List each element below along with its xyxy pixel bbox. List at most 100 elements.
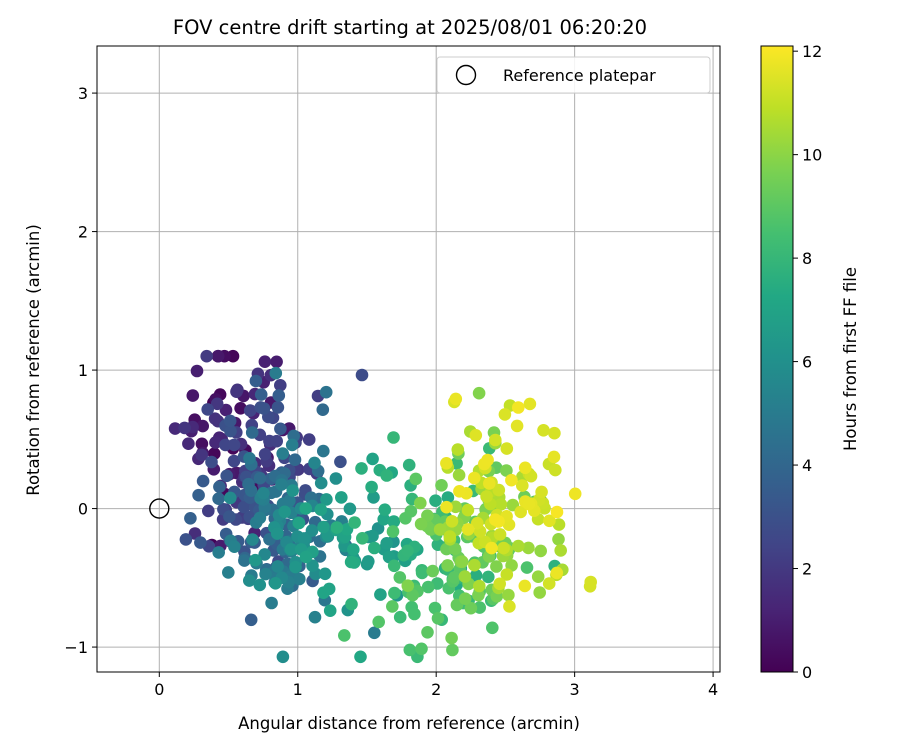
scatter-point xyxy=(415,566,429,580)
scatter-point xyxy=(468,558,481,572)
scatter-point xyxy=(211,349,225,363)
scatter-point xyxy=(393,610,407,624)
scatter-point xyxy=(548,426,561,440)
scatter-point xyxy=(549,463,562,477)
scatter-point xyxy=(362,555,375,568)
scatter-point xyxy=(426,564,440,578)
scatter-point xyxy=(443,530,457,543)
scatter-point xyxy=(500,568,514,581)
colorbar-tick-label: 4 xyxy=(802,456,812,475)
scatter-point xyxy=(366,529,379,543)
scatter-point xyxy=(435,479,448,492)
colorbar-tick-label: 8 xyxy=(802,249,812,268)
scatter-point xyxy=(481,453,494,467)
scatter-point xyxy=(522,541,535,555)
scatter-point xyxy=(497,541,510,555)
scatter-point xyxy=(205,455,218,469)
scatter-point xyxy=(355,462,368,475)
scatter-point xyxy=(388,586,401,600)
scatter-point xyxy=(243,574,256,587)
plot-background xyxy=(97,46,720,672)
scatter-point xyxy=(372,615,386,629)
scatter-point xyxy=(500,464,513,477)
scatter-point xyxy=(448,571,461,584)
axes-frame xyxy=(96,45,721,673)
scatter-point xyxy=(237,500,251,514)
scatter-point xyxy=(534,544,547,558)
scatter-point xyxy=(284,543,298,556)
scatter-point xyxy=(503,600,516,613)
scatter-point xyxy=(249,553,262,567)
scatter-point xyxy=(238,554,251,567)
colorbar-tick-label: 6 xyxy=(802,353,812,372)
colorbar-tick-label: 10 xyxy=(802,146,822,165)
scatter-point xyxy=(441,559,454,572)
y-axis-label: Rotation from reference (arcmin) xyxy=(24,224,43,496)
scatter-point xyxy=(228,540,241,553)
scatter-point xyxy=(276,650,290,664)
scatter-point xyxy=(196,419,209,433)
scatter-point xyxy=(368,541,381,555)
colorbar-tick-label: 12 xyxy=(802,42,822,61)
scatter-point xyxy=(429,494,442,508)
colorbar xyxy=(760,45,794,673)
scatter-point xyxy=(299,550,313,564)
scatter-point xyxy=(543,514,556,528)
colorbar-label: Hours from first FF file xyxy=(841,267,860,451)
scatter-point xyxy=(354,650,367,664)
scatter-point xyxy=(253,471,267,485)
scatter-point xyxy=(274,379,287,392)
scatter-point xyxy=(209,436,222,449)
scatter-point xyxy=(547,450,561,464)
plot-area: 0 1 2 3 4 −1 0 1 2 3 xyxy=(64,45,721,699)
scatter-point xyxy=(461,523,475,536)
scatter-point xyxy=(446,643,459,657)
scatter-point xyxy=(464,601,478,615)
colorbar-tick-label: 2 xyxy=(802,560,812,579)
scatter-point xyxy=(469,569,483,582)
scatter-point xyxy=(276,447,290,460)
scatter-point xyxy=(518,461,532,475)
scatter-point xyxy=(244,613,258,627)
scatter-point xyxy=(219,403,233,417)
scatter-point xyxy=(403,643,417,657)
x-axis-label: Angular distance from reference (arcmin) xyxy=(238,714,580,733)
scatter-point xyxy=(402,458,416,472)
scatter-point xyxy=(584,575,597,589)
scatter-point xyxy=(246,533,259,546)
scatter-point xyxy=(415,642,428,656)
scatter-point xyxy=(512,539,525,553)
scatter-point xyxy=(514,505,527,519)
scatter-point xyxy=(186,389,200,402)
scatter-point xyxy=(485,541,498,555)
scatter-point xyxy=(428,601,442,615)
scatter-point xyxy=(505,473,518,487)
scatter-point xyxy=(510,419,524,433)
scatter-point xyxy=(552,533,565,546)
y-tick-label: 0 xyxy=(78,500,88,519)
scatter-point xyxy=(445,631,458,645)
scatter-point xyxy=(335,491,348,504)
scatter-point xyxy=(401,579,415,592)
scatter-point xyxy=(386,600,399,613)
scatter-point xyxy=(449,392,463,406)
scatter-point xyxy=(409,472,423,486)
scatter-point xyxy=(179,533,193,546)
scatter-point xyxy=(552,518,566,531)
scatter-point xyxy=(489,433,502,447)
scatter-point xyxy=(188,527,202,540)
scatter-point xyxy=(473,579,486,593)
scatter-point xyxy=(355,368,369,382)
scatter-point xyxy=(293,572,306,586)
scatter-point xyxy=(245,426,259,439)
scatter-point xyxy=(330,521,344,534)
colorbar-ticks: 0 2 4 6 8 10 12 xyxy=(793,42,822,682)
scatter-point xyxy=(468,471,481,485)
scatter-point xyxy=(458,570,472,583)
scatter-point xyxy=(168,422,182,435)
scatter-point xyxy=(308,456,321,470)
legend-marker-circle xyxy=(455,64,477,86)
scatter-point xyxy=(318,567,332,581)
scatter-point xyxy=(401,544,414,558)
scatter-point xyxy=(317,586,330,599)
